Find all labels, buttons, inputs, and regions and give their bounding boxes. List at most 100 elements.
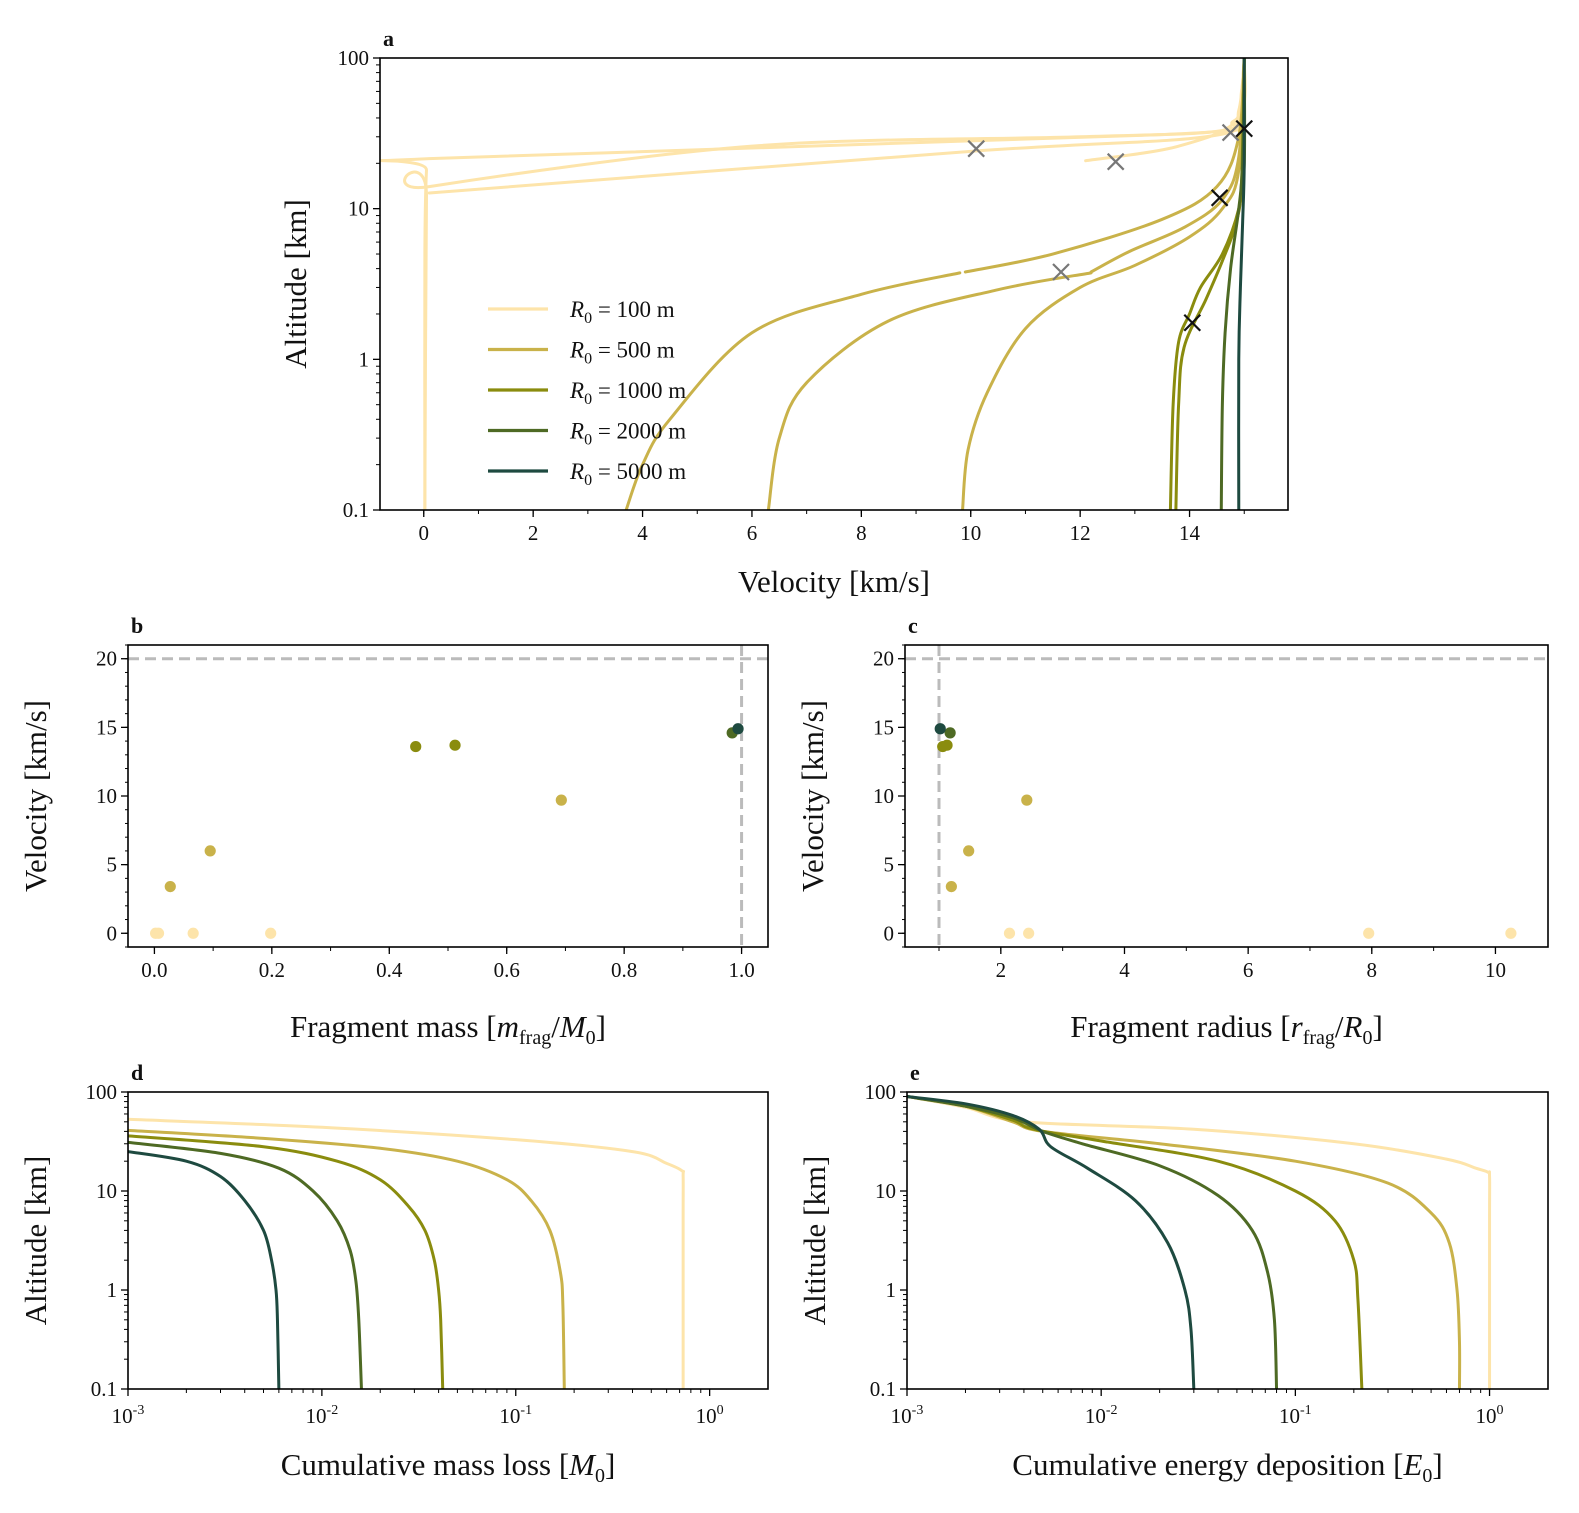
panel-label: b — [131, 613, 143, 638]
reference-lines — [128, 645, 768, 947]
scatter-point-r100 — [152, 927, 165, 939]
x-axis-label-bracket: [ — [551, 1447, 569, 1482]
legend-label: R0 = 2000 m — [569, 419, 686, 449]
y-tick-label: 10 — [348, 197, 369, 221]
y-axis-label: Altitude [km] — [797, 1156, 832, 1326]
x-axis-label-bracket: ] — [596, 1009, 606, 1044]
y-tick-label: 100 — [338, 46, 370, 70]
marker-stroke — [1106, 152, 1125, 171]
x-axis-label-text: Velocity [km/s] — [738, 564, 930, 599]
x-tick-label: 0.8 — [611, 958, 637, 982]
x-tick-label-exponent: -1 — [520, 1403, 532, 1418]
axis-ticks — [900, 1091, 1491, 1396]
series-line-r100 — [403, 58, 1246, 510]
legend-entry: R0 = 5000 m — [488, 459, 686, 489]
x-axis-label-bracket: ] — [1432, 1447, 1442, 1482]
x-axis-label-subscript: 0 — [595, 1465, 605, 1487]
legend-entry: R0 = 2000 m — [488, 419, 686, 449]
marker-stroke — [967, 139, 985, 158]
x-tick-label-exponent: -1 — [1300, 1403, 1312, 1418]
x-tick-label: 6 — [1243, 958, 1254, 982]
x-tick-label: 8 — [856, 521, 867, 545]
x-axis-label-bracket: ] — [605, 1447, 615, 1482]
scatter-point-r500 — [1021, 794, 1033, 806]
legend-label-text: = 5000 m — [592, 459, 686, 484]
y-tick-label: 20 — [873, 647, 894, 671]
x-tick-label: 8 — [1367, 958, 1378, 982]
legend-label-subscript: 0 — [584, 351, 592, 368]
x-tick-label: 1.0 — [728, 958, 754, 982]
breakup-marker — [967, 139, 985, 158]
x-tick-label: 4 — [637, 521, 648, 545]
x-axis-label-bracket: ] — [1372, 1009, 1382, 1044]
x-tick-label: 10-1 — [499, 1403, 532, 1428]
legend-label-subscript: 0 — [584, 310, 592, 327]
x-tick-label: 0 — [419, 521, 430, 545]
x-tick-label: 10-3 — [891, 1403, 924, 1428]
scatter-point-r100 — [1003, 927, 1016, 939]
y-tick-label: 10 — [873, 784, 894, 808]
legend-label-text: = 500 m — [592, 338, 675, 363]
y-tick-label: 20 — [96, 647, 117, 671]
x-tick-label: 100 — [696, 1403, 724, 1428]
x-tick-label-base: 10 — [891, 1404, 912, 1428]
panel-label: e — [910, 1060, 920, 1085]
x-tick-label: 0.4 — [376, 958, 403, 982]
series-line-r500 — [766, 271, 1093, 510]
y-tick-label: 5 — [884, 853, 895, 877]
legend-label-subscript: 0 — [584, 472, 592, 489]
y-axis-label: Altitude [km] — [278, 199, 313, 369]
marker-stroke — [1183, 313, 1202, 332]
scatter-point-r2000 — [944, 727, 956, 739]
series-line-r500 — [963, 58, 1246, 274]
x-axis-label: Fragment mass [mfrag/M0] — [290, 1009, 606, 1049]
x-axis-label-bracket: [ — [1273, 1009, 1291, 1044]
y-axis-label: Velocity [km/s] — [18, 700, 53, 892]
x-axis-label-bracket: [ — [1385, 1447, 1403, 1482]
scatter-point-r1000 — [941, 739, 953, 751]
x-tick-label-exponent: 0 — [1497, 1403, 1504, 1418]
series-line-r5000 — [907, 1095, 1196, 1389]
panel-c-velocity-vs-fragment-radius: 0 5 10 15 20 2 4 6 8 10 c Velocity [km/s] Fragment r… — [795, 613, 1549, 1049]
y-tick-label: 100 — [865, 1080, 897, 1104]
legend-label-subscript: 0 — [584, 391, 592, 408]
series-line-r100 — [907, 1095, 1492, 1389]
breakup-marker — [1221, 123, 1240, 142]
series-line-r500 — [961, 58, 1246, 510]
x-axis-label: Fragment radius [rfrag/R0] — [1070, 1009, 1383, 1049]
x-axis-label-slash: / — [551, 1009, 560, 1044]
scatter-point-r100 — [265, 927, 277, 939]
series-line-r2000 — [128, 1140, 363, 1389]
x-tick-label-base: 10 — [1085, 1404, 1106, 1428]
legend-label-symbol: R — [569, 378, 584, 403]
series-line-r500 — [1089, 58, 1246, 274]
y-tick-label: 0.1 — [91, 1377, 117, 1401]
scatter-point-r5000 — [732, 723, 744, 735]
series-line-r500 — [907, 1095, 1462, 1389]
scatter-point-r5000 — [934, 723, 946, 735]
x-axis-label-subscript: frag — [1303, 1027, 1335, 1049]
x-tick-label-base: 10 — [1476, 1404, 1497, 1428]
x-tick-label: 10 — [960, 521, 981, 545]
x-tick-label: 2 — [528, 521, 539, 545]
x-axis-label-text: Cumulative energy deposition — [1012, 1447, 1386, 1482]
panel-label: a — [383, 26, 394, 51]
scatter-point-r1000 — [410, 740, 422, 753]
y-tick-label: 0 — [107, 921, 118, 945]
x-axis-label-bracket: [ — [479, 1009, 497, 1044]
scatter-points — [934, 723, 1517, 939]
x-tick-label: 0.6 — [494, 958, 520, 982]
x-axis-label-subscript: frag — [519, 1027, 551, 1049]
series-line-r500 — [624, 271, 962, 510]
axis-ticks — [121, 1091, 711, 1396]
panel-label: c — [908, 613, 918, 638]
x-axis-label: Velocity [km/s] — [738, 564, 930, 599]
x-tick-label-exponent: -3 — [133, 1403, 145, 1418]
x-tick-label: 4 — [1119, 958, 1130, 982]
breakup-marker — [1210, 189, 1229, 207]
marker-stroke — [1052, 263, 1070, 281]
panel-label: d — [131, 1060, 143, 1085]
reference-lines — [905, 645, 1548, 947]
